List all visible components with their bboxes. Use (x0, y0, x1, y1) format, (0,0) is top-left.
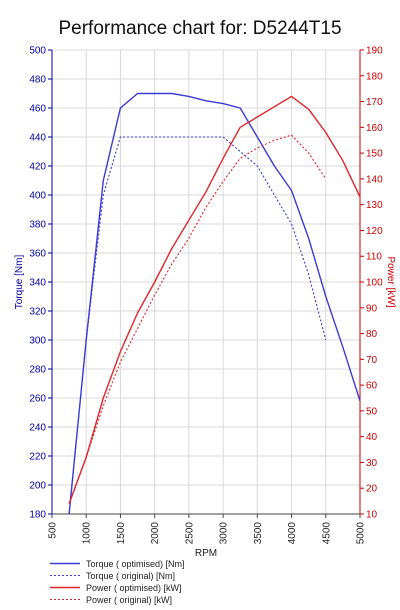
y-axis-right-title: Power [kW] (385, 256, 396, 307)
y-left-tick-label: 440 (29, 133, 46, 144)
y-left-tick-label: 200 (29, 481, 46, 492)
x-tick-label: 5000 (356, 522, 367, 545)
x-tick-label: 2000 (150, 522, 161, 545)
y-left-tick-label: 260 (29, 394, 46, 405)
y-left-tick-label: 220 (29, 452, 46, 463)
x-tick-label: 500 (48, 522, 59, 539)
x-axis-title: RPM (195, 548, 217, 559)
y-left-tick-label: 400 (29, 191, 46, 202)
y-right-tick-label: 160 (366, 123, 383, 134)
y-left-tick-label: 460 (29, 104, 46, 115)
y-right-tick-label: 90 (366, 303, 378, 314)
y-left-tick-label: 300 (29, 336, 46, 347)
x-tick-label: 4500 (321, 522, 332, 545)
y-right-tick-label: 50 (366, 406, 378, 417)
y-left-tick-label: 340 (29, 278, 46, 289)
y-right-tick-label: 190 (366, 46, 383, 57)
y-right-tick-label: 20 (366, 484, 378, 495)
y-left-tick-label: 280 (29, 365, 46, 376)
y-left-tick-label: 480 (29, 75, 46, 86)
series-line-2 (68, 95, 361, 504)
x-tick-label: 4000 (287, 522, 298, 545)
y-right-tick-label: 170 (366, 97, 383, 108)
y-right-tick-label: 150 (366, 149, 383, 160)
y-right-tick-label: 40 (366, 432, 378, 443)
y-right-tick-label: 100 (366, 278, 383, 289)
x-tick-label: 3000 (219, 522, 230, 545)
x-tick-label: 3500 (253, 522, 264, 545)
x-tick-label: 1000 (82, 522, 93, 545)
y-right-tick-label: 10 (366, 510, 378, 521)
y-right-tick-label: 130 (366, 200, 383, 211)
legend-label-3: Power ( original) [kW] (86, 595, 172, 605)
y-right-tick-label: 140 (366, 174, 383, 185)
y-right-tick-label: 180 (366, 71, 383, 82)
x-tick-label: 2500 (184, 522, 195, 545)
y-left-tick-label: 240 (29, 423, 46, 434)
y-right-tick-label: 70 (366, 355, 378, 366)
legend-label-2: Power ( optimised) [kW] (86, 583, 182, 593)
y-right-tick-label: 80 (366, 329, 378, 340)
series-line-0 (68, 92, 361, 515)
y-left-tick-label: 320 (29, 307, 46, 318)
y-left-tick-label: 180 (29, 510, 46, 521)
y-left-tick-label: 500 (29, 46, 46, 57)
y-axis-left-title: Torque [Nm] (14, 255, 25, 310)
y-left-tick-label: 360 (29, 249, 46, 260)
legend-label-0: Torque ( optimised) [Nm] (86, 559, 185, 569)
legend-label-1: Torque ( original) [Nm] (86, 571, 175, 581)
chart-title: Performance chart for: D5244T15 (58, 18, 342, 39)
y-left-tick-label: 420 (29, 162, 46, 173)
x-tick-label: 1500 (116, 522, 127, 545)
y-right-tick-label: 110 (366, 252, 382, 263)
y-right-tick-label: 30 (366, 458, 378, 469)
y-right-tick-label: 60 (366, 381, 378, 392)
y-left-tick-label: 380 (29, 220, 46, 231)
y-right-tick-label: 120 (366, 226, 383, 237)
